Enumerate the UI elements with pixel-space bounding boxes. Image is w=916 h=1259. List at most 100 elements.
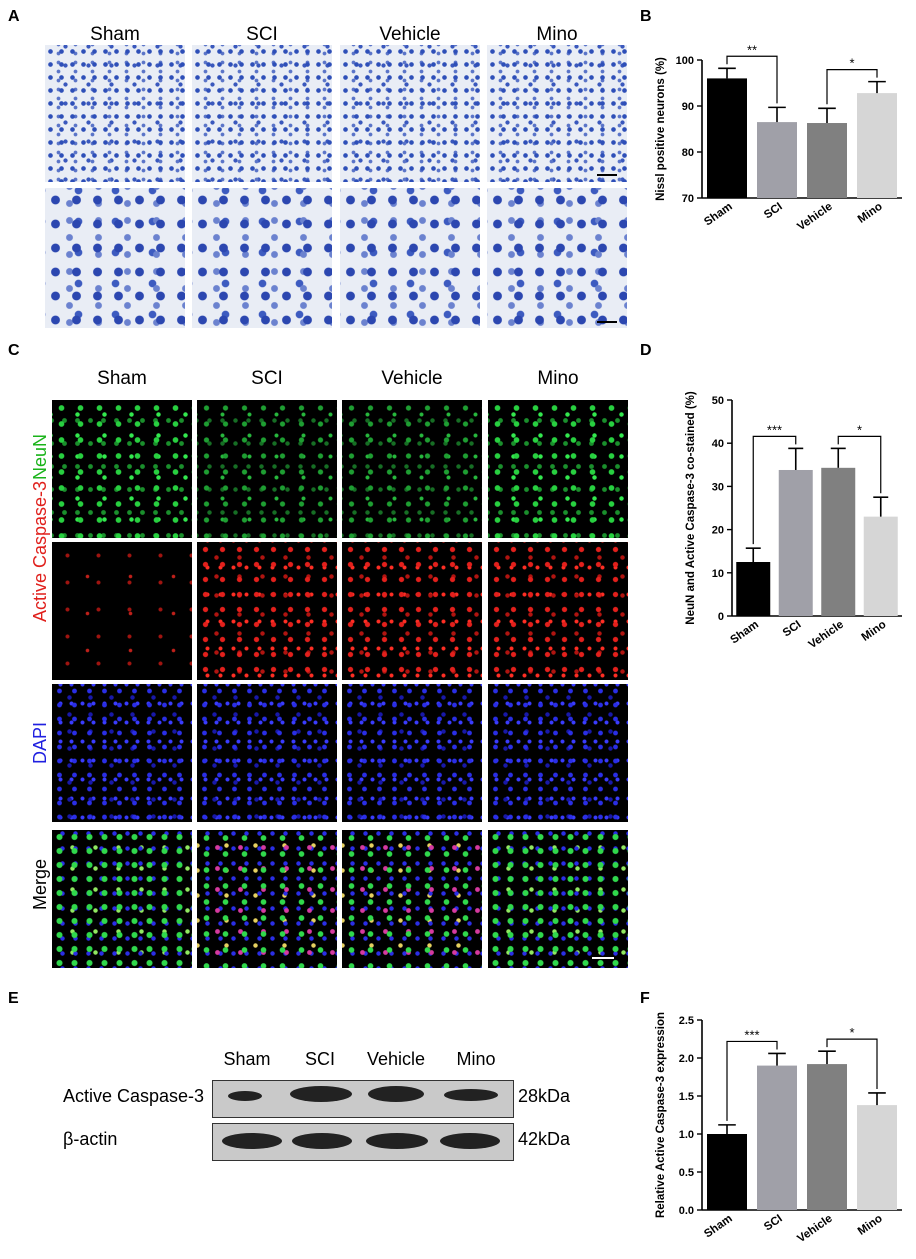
- fluorescence-image: [488, 684, 628, 822]
- blot-band: [366, 1133, 428, 1149]
- significance-label: *: [857, 422, 862, 437]
- fluorescence-image: [342, 400, 482, 538]
- nissl-image-high-mag: [192, 188, 332, 328]
- bar: [778, 469, 813, 616]
- y-tick-label: 20: [712, 525, 724, 537]
- y-tick-label: 2.0: [679, 1053, 694, 1065]
- blot-membrane: [212, 1080, 514, 1118]
- significance-bracket: [726, 55, 778, 104]
- y-axis-label: Relative Active Caspase-3 expression: [655, 1012, 667, 1218]
- bar: [707, 1134, 747, 1210]
- nissl-image-low-mag: [340, 45, 480, 182]
- significance-bracket: [837, 435, 882, 494]
- x-tick-label: Vehicle: [795, 201, 834, 234]
- blot-size-marker: 28kDa: [518, 1086, 571, 1106]
- y-tick-label: 100: [676, 55, 694, 67]
- x-tick-label: SCI: [762, 201, 785, 222]
- fluorescence-image: [197, 400, 337, 538]
- panel-c-column-title: Mino: [537, 368, 579, 389]
- blot-size-marker: 42kDa: [518, 1129, 571, 1149]
- x-tick-label: Vehicle: [807, 619, 846, 652]
- panel-c-column-title: Vehicle: [381, 368, 443, 389]
- fluorescence-image: [52, 400, 192, 538]
- y-tick-label: 40: [712, 438, 724, 450]
- blot-lane-label: SCI: [304, 1049, 335, 1069]
- x-tick-label: Mino: [856, 1213, 885, 1238]
- panel-c-column-title: SCI: [251, 368, 283, 389]
- blot-band: [440, 1133, 500, 1149]
- panel-c-column-title: Sham: [97, 368, 147, 389]
- panel-c-row-label: Active Caspase-3: [30, 480, 50, 622]
- fluorescence-image: [342, 684, 482, 822]
- panel-a-column-title: SCI: [246, 24, 278, 45]
- panel-label-f: F: [640, 990, 650, 1007]
- y-axis-label: Nissl positive neurons (%): [655, 57, 667, 201]
- bar: [757, 122, 797, 198]
- panel-a-column-title: Sham: [90, 24, 140, 45]
- bar: [736, 562, 771, 616]
- chart-b-nissl-positive: 70 80 90 100 Nissl positive neurons (%) Sham S…: [655, 42, 902, 234]
- y-tick-label: 0.0: [679, 1205, 694, 1217]
- panel-label-d: D: [640, 342, 652, 359]
- y-tick-label: 70: [682, 193, 694, 205]
- y-tick-label: 2.5: [679, 1015, 694, 1027]
- blot-lane-label: Sham: [223, 1049, 271, 1069]
- panel-label-b: B: [640, 8, 652, 25]
- fluorescence-image: [342, 830, 482, 968]
- blot-band: [290, 1086, 352, 1102]
- y-tick-label: 90: [682, 101, 694, 113]
- significance-label: ***: [744, 1027, 759, 1042]
- blot-lane-label: Mino: [456, 1049, 496, 1069]
- nissl-image-low-mag: [487, 45, 627, 182]
- panel-c-row-label: Merge: [30, 858, 50, 910]
- fluorescence-image: [197, 830, 337, 968]
- bar: [807, 123, 847, 198]
- significance-label: *: [849, 1025, 854, 1040]
- bar: [821, 467, 856, 616]
- nissl-image-high-mag: [45, 188, 185, 328]
- fluorescence-image: [52, 684, 192, 822]
- panel-label-a: A: [8, 8, 20, 25]
- chart-d-costained: 0 10 20 30 40 50 NeuN and Active Caspase-3 co-…: [685, 391, 902, 652]
- blot-row-label: Active Caspase-3: [63, 1086, 205, 1106]
- fluorescence-image: [52, 542, 192, 680]
- panel-c-row-label: NeuN: [30, 433, 50, 480]
- significance-label: *: [849, 56, 854, 71]
- nissl-image-high-mag: [340, 188, 480, 328]
- blot-band: [228, 1091, 262, 1101]
- x-tick-label: Vehicle: [795, 1213, 834, 1246]
- fluorescence-image: [488, 830, 628, 968]
- x-tick-label: Mino: [860, 619, 889, 644]
- y-tick-label: 0: [718, 611, 724, 623]
- scale-bar: [597, 321, 617, 323]
- y-tick-label: 30: [712, 481, 724, 493]
- y-tick-label: 0.5: [679, 1167, 694, 1179]
- bar: [857, 1105, 897, 1210]
- panel-a-column-title: Vehicle: [379, 24, 441, 45]
- blot-row-label: β-actin: [63, 1129, 118, 1149]
- x-tick-label: SCI: [781, 619, 804, 640]
- significance-bracket: [752, 435, 797, 545]
- fluorescence-image: [52, 830, 192, 968]
- panel-label-c: C: [8, 342, 20, 359]
- panel-c-row-label: DAPI: [30, 721, 50, 764]
- x-tick-label: Sham: [702, 201, 735, 229]
- x-tick-label: SCI: [762, 1213, 785, 1234]
- significance-bracket: [826, 69, 878, 105]
- nissl-image-high-mag: [487, 188, 627, 328]
- panel-label-e: E: [8, 990, 19, 1007]
- panel-a-column-title: Mino: [536, 24, 578, 45]
- fluorescence-image: [488, 400, 628, 538]
- blot-band: [292, 1133, 352, 1149]
- blot-band: [368, 1086, 424, 1102]
- nissl-image-low-mag: [192, 45, 332, 182]
- y-tick-label: 50: [712, 395, 724, 407]
- significance-label: ***: [767, 422, 782, 437]
- x-tick-label: Sham: [728, 619, 761, 647]
- significance-bracket: [726, 1040, 778, 1121]
- bar: [857, 93, 897, 198]
- fluorescence-image: [488, 542, 628, 680]
- blot-lane-label: Vehicle: [366, 1049, 426, 1069]
- fluorescence-image: [342, 542, 482, 680]
- nissl-image-low-mag: [45, 45, 185, 182]
